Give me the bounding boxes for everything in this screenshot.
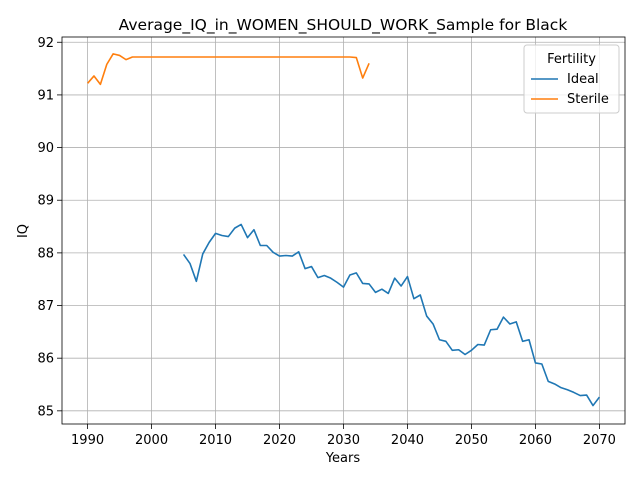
legend-label-sterile: Sterile xyxy=(567,92,609,107)
x-tick-label: 2030 xyxy=(327,433,360,448)
chart-title: Average_IQ_in_WOMEN_SHOULD_WORK_Sample f… xyxy=(119,16,568,35)
x-tick-label: 2040 xyxy=(391,433,424,448)
y-axis: 85 86 87 88 89 90 91 92 xyxy=(37,36,62,419)
y-tick-label: 90 xyxy=(37,141,54,156)
y-tick-label: 91 xyxy=(37,88,54,103)
x-tick-label: 2010 xyxy=(199,433,232,448)
y-axis-label: IQ xyxy=(16,224,31,238)
legend-entries: Ideal Sterile xyxy=(531,72,609,107)
legend-label-ideal: Ideal xyxy=(567,72,599,87)
series-line-sterile xyxy=(86,53,370,86)
x-axis-label: Years xyxy=(325,451,361,466)
x-tick-label: 2050 xyxy=(455,433,488,448)
y-tick-label: 85 xyxy=(37,404,54,419)
y-tick-label: 86 xyxy=(37,352,54,367)
series-line-ideal xyxy=(182,223,601,407)
y-tick-label: 88 xyxy=(37,246,54,261)
x-tick-label: 2060 xyxy=(519,433,552,448)
x-tick-label: 2070 xyxy=(583,433,616,448)
legend: Fertility Ideal Sterile xyxy=(523,44,620,114)
x-tick-label: 2020 xyxy=(263,433,296,448)
y-tick-label: 87 xyxy=(37,299,54,314)
legend-title: Fertility xyxy=(547,52,596,67)
y-tick-label: 92 xyxy=(37,36,54,51)
y-tick-label: 89 xyxy=(37,194,54,209)
x-axis: 1990 2000 2010 2020 2030 2040 2050 2060 2070 xyxy=(71,424,616,448)
x-tick-label: 2000 xyxy=(135,433,168,448)
x-tick-label: 1990 xyxy=(71,433,104,448)
series-layer xyxy=(86,53,601,407)
legend-box xyxy=(523,44,620,114)
